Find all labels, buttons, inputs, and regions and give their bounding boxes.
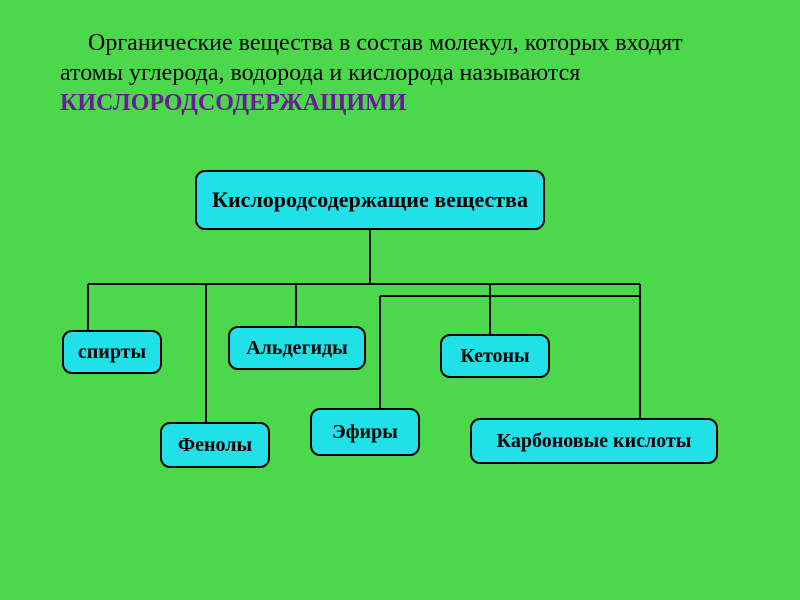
slide: Органические вещества в состав молекул, … [0,0,800,600]
node-phenols: Фенолы [160,422,270,468]
intro-term-text: КИСЛОРОДСОДЕРЖАЩИМИ [60,90,406,116]
node-ethers: Эфиры [310,408,420,456]
node-alcohols: спирты [62,330,162,374]
intro-lead-text: Органические вещества в состав молекул, … [60,30,683,86]
node-carboxylic: Карбоновые кислоты [470,418,718,464]
node-aldehydes: Альдегиды [228,326,366,370]
intro-paragraph: Органические вещества в состав молекул, … [60,28,740,118]
node-root: Кислородсодержащие вещества [195,170,545,230]
node-ketones: Кетоны [440,334,550,378]
